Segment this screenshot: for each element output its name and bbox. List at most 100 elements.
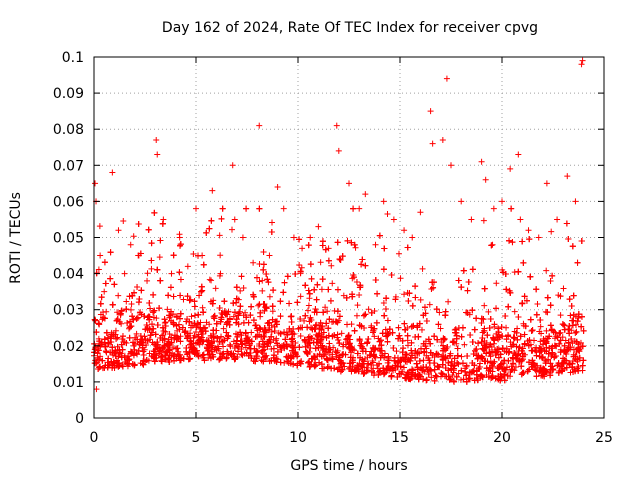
data-point: [536, 367, 543, 374]
data-point: [420, 367, 427, 374]
data-point: [518, 357, 525, 364]
data-point: [296, 359, 303, 366]
data-point: [433, 306, 440, 313]
data-point: [580, 357, 587, 364]
data-point: [320, 345, 327, 352]
data-point: [408, 323, 415, 330]
data-point: [559, 334, 566, 341]
data-point: [143, 321, 150, 328]
data-point: [298, 264, 305, 271]
data-point: [166, 331, 173, 338]
data-point: [318, 361, 325, 368]
data-point: [146, 326, 153, 333]
data-point: [260, 261, 267, 268]
data-point: [401, 320, 408, 327]
data-point: [322, 246, 329, 253]
data-point: [537, 338, 544, 345]
data-point: [277, 313, 284, 320]
data-point: [505, 303, 512, 310]
data-point: [408, 339, 415, 346]
data-point: [95, 356, 102, 363]
data-point: [380, 300, 387, 307]
data-point: [481, 327, 488, 334]
data-point: [102, 280, 109, 287]
data-point: [442, 365, 449, 372]
data-point: [91, 360, 98, 367]
data-point: [578, 313, 585, 320]
data-point: [517, 333, 524, 340]
data-point: [278, 347, 285, 354]
data-point: [259, 287, 266, 294]
data-point: [325, 257, 332, 264]
data-point: [231, 309, 238, 316]
data-point: [394, 374, 401, 381]
data-point: [418, 326, 425, 333]
data-point: [404, 342, 411, 349]
data-point: [281, 329, 288, 336]
data-point: [168, 334, 175, 341]
data-point: [534, 300, 541, 307]
data-point: [191, 298, 198, 305]
data-point: [405, 369, 412, 376]
data-point: [491, 358, 498, 365]
data-point: [116, 318, 123, 325]
data-point: [574, 259, 581, 266]
data-point: [246, 342, 253, 349]
data-point: [364, 339, 371, 346]
data-point: [233, 299, 240, 306]
data-point: [394, 359, 401, 366]
data-point: [525, 359, 532, 366]
data-point: [332, 348, 339, 355]
data-point: [362, 262, 369, 269]
data-point: [228, 226, 235, 233]
data-point: [557, 337, 564, 344]
data-point: [170, 293, 177, 300]
data-point: [134, 283, 141, 290]
data-point: [542, 360, 549, 367]
data-point: [256, 340, 263, 347]
data-point: [196, 292, 203, 299]
data-point: [563, 220, 570, 227]
data-point: [508, 205, 515, 212]
data-point: [463, 362, 470, 369]
data-point: [354, 302, 361, 309]
data-point: [566, 330, 573, 337]
data-point: [362, 311, 369, 318]
data-point: [434, 363, 441, 370]
data-point: [316, 359, 323, 366]
data-point: [297, 360, 304, 367]
data-point: [400, 364, 407, 371]
data-point: [206, 225, 213, 232]
data-point: [540, 341, 547, 348]
data-point: [422, 343, 429, 350]
data-point: [398, 370, 405, 377]
data-point: [217, 252, 224, 259]
data-point: [96, 338, 103, 345]
data-point: [333, 349, 340, 356]
data-point: [447, 352, 454, 359]
data-point: [530, 337, 537, 344]
data-point: [515, 347, 522, 354]
data-point: [559, 321, 566, 328]
data-point: [118, 341, 125, 348]
data-point: [133, 350, 140, 357]
data-point: [418, 345, 425, 352]
data-point: [198, 283, 205, 290]
data-point: [161, 335, 168, 342]
data-point: [470, 351, 477, 358]
data-point: [145, 226, 152, 233]
data-point: [306, 340, 313, 347]
data-point: [397, 275, 404, 282]
data-point: [284, 358, 291, 365]
data-point: [565, 236, 572, 243]
data-point: [318, 326, 325, 333]
data-point: [404, 332, 411, 339]
data-point: [459, 360, 466, 367]
data-point: [495, 325, 502, 332]
data-point: [384, 359, 391, 366]
data-point: [274, 348, 281, 355]
data-point: [273, 358, 280, 365]
data-point: [130, 316, 137, 323]
data-point: [509, 239, 516, 246]
